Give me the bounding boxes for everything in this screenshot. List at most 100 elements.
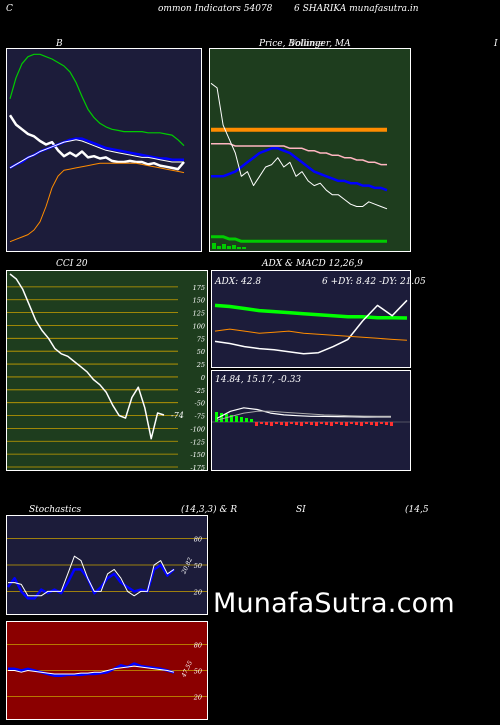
price-bollinger-line (211, 147, 388, 192)
volume-bar (232, 245, 236, 249)
macd-histogram-bar (250, 419, 253, 422)
cci-tick-label: -125 (190, 438, 205, 446)
cci-tick-label: 50 (197, 348, 205, 356)
bollinger-upper-line (9, 53, 185, 147)
cci-tick-label: 175 (193, 284, 205, 292)
cci-tick-label: 25 (196, 361, 205, 369)
adx-panel-label: ADX & MACD 12,26,9 (262, 259, 363, 269)
cci-tick-label: 100 (193, 322, 205, 330)
macd-histogram-bar (360, 422, 363, 426)
volume-bar (227, 246, 231, 249)
rsi-k-line (8, 662, 175, 677)
macd-histogram-bar (285, 422, 288, 426)
volume-bar (217, 246, 221, 249)
macd-histogram-bar (215, 412, 218, 422)
cci-tick-label: 150 (193, 297, 205, 305)
cci-tick-label: -25 (195, 387, 205, 395)
rsi-d-line (8, 665, 175, 675)
stoch-tick-label: 80 (194, 536, 202, 544)
volume-bar (242, 247, 246, 249)
price-panel-label: Price, Bollinger, MA (259, 39, 351, 49)
macd-histogram-bar (315, 422, 318, 426)
macd-histogram-bar (370, 422, 373, 425)
price-line (210, 82, 388, 210)
cci-tick-label: -100 (190, 425, 205, 433)
cci-panel-bg (6, 270, 208, 471)
minus-dy-line (214, 328, 408, 341)
header-left-letter: C (6, 4, 13, 14)
macd-line (216, 407, 391, 419)
macd-histogram-bar (340, 422, 343, 425)
adx-value-text: ADX: 42.8 (215, 277, 262, 287)
price-panel-right-letter: I (494, 39, 498, 49)
price-panel-overlay-label: Volume (290, 39, 324, 49)
bollinger-lower-line (9, 162, 185, 243)
stoch-panel-label: Stochastics (29, 505, 82, 515)
dmi-value-text: 6 +DY: 8.42 -DY: 21.05 (322, 277, 426, 287)
stoch-tick-label: 50 (194, 562, 202, 570)
cci-tick-label: 0 (201, 374, 205, 382)
macd-histogram-bar (240, 417, 243, 422)
macd-histogram-bar (345, 422, 348, 426)
macd-histogram-bar (365, 422, 368, 424)
cci-tick-label: -75 (195, 413, 205, 421)
cci-tick-label: 75 (197, 335, 205, 343)
cci-tick-label: -175 (190, 464, 205, 471)
rsi-tick-label: 50 (194, 668, 202, 676)
cci-chart: 175 150 125 100 75 50 25 0 -25 -50 -75 -100 -125 -150… (6, 270, 208, 471)
macd-histogram-bar (325, 422, 328, 425)
macd-histogram-bar (320, 422, 323, 424)
macd-histogram-bar (255, 422, 258, 426)
macd-histogram-bar (300, 422, 303, 426)
volume-bar (212, 243, 216, 249)
volume-bar (222, 244, 226, 249)
macd-histogram-bar (380, 422, 383, 424)
macd-histogram-bar (270, 422, 273, 426)
macd-signal-line (216, 410, 391, 421)
watermark: MunafaSutra.com (213, 588, 455, 619)
header-title: ommon Indicators 54078 (158, 4, 273, 14)
volume-bar (237, 247, 241, 249)
price-ma-mid-line (211, 142, 387, 166)
bollinger-panel-label: B (56, 39, 63, 49)
rsi-tick-label: 20 (193, 694, 202, 702)
bollinger-mid-line (9, 139, 184, 169)
macd-histogram-bar (295, 422, 298, 425)
macd-histogram-bar (305, 422, 308, 424)
macd-histogram-bar (220, 413, 223, 422)
rsi-panel-params: (14,5 (405, 505, 429, 515)
macd-histogram-bar (245, 418, 248, 422)
macd-histogram-bar (265, 422, 268, 425)
macd-histogram-bar (235, 416, 238, 422)
rsi-tick-label: 80 (194, 641, 202, 649)
macd-histogram-bar (275, 422, 278, 424)
macd-chart (211, 370, 411, 471)
macd-histogram-bar (230, 415, 233, 422)
macd-histogram-bar (290, 422, 293, 424)
macd-panel-bg (211, 370, 411, 471)
bollinger-price-line (8, 114, 185, 171)
rsi-panel-label: SI (296, 505, 306, 515)
cci-tick-label: 125 (193, 310, 205, 318)
price-chart (209, 48, 411, 252)
stoch-tick-label: 20 (193, 588, 202, 596)
macd-histogram-bar (330, 422, 333, 426)
macd-histogram-bar (260, 422, 263, 424)
cci-tick-label: -50 (195, 400, 205, 408)
macd-histogram-bar (385, 422, 388, 425)
cci-tick-label: -150 (190, 451, 205, 459)
macd-histogram-bar (280, 422, 283, 425)
header-subtitle: 6 SHARIKA munafasutra.in (294, 4, 419, 14)
macd-histogram-bar (355, 422, 358, 425)
macd-histogram-bar (350, 422, 353, 424)
macd-histogram-bar (335, 422, 338, 424)
macd-histogram-bar (310, 422, 313, 425)
bollinger-chart (6, 48, 202, 252)
cci-line (9, 273, 165, 440)
plus-dy-line (214, 299, 408, 355)
stoch-d-line (8, 555, 175, 597)
adx-line (214, 303, 408, 320)
macd-value-text: 14.84, 15.17, -0.33 (215, 375, 302, 385)
